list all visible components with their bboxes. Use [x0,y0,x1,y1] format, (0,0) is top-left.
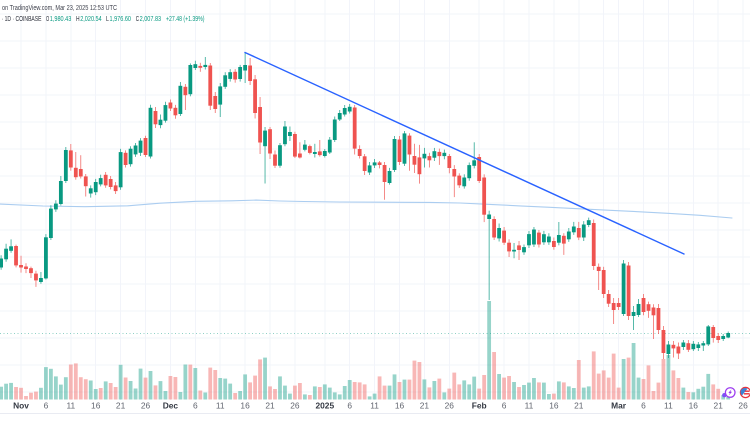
svg-text:H: H [76,14,80,23]
svg-text:Mar: Mar [611,401,627,411]
svg-text:16: 16 [395,401,405,411]
svg-text:11: 11 [66,401,75,411]
svg-text:16: 16 [240,401,250,411]
svg-text:Nov: Nov [13,401,29,411]
svg-text:2,020.54: 2,020.54 [80,14,102,23]
svg-text:L: L [106,14,109,23]
svg-text:1,980.43: 1,980.43 [50,14,72,23]
svg-text:1,976.60: 1,976.60 [110,14,132,23]
svg-text:26: 26 [738,401,748,411]
svg-text:21: 21 [265,401,275,411]
svg-text:16: 16 [689,401,699,411]
svg-text:6: 6 [193,401,198,411]
svg-text:Feb: Feb [472,401,487,411]
svg-text:26: 26 [290,401,300,411]
svg-text:21: 21 [574,401,584,411]
svg-text:26: 26 [445,401,455,411]
svg-text:11: 11 [370,401,379,411]
svg-text:6: 6 [502,401,507,411]
svg-text:on TradingView.com, Mar 23, 20: on TradingView.com, Mar 23, 2025 12:53 U… [2,3,117,12]
svg-text:16: 16 [549,401,559,411]
svg-text:6: 6 [44,401,49,411]
svg-text:26: 26 [141,401,151,411]
svg-text:+27.48 (+1.39%): +27.48 (+1.39%) [166,14,205,23]
svg-text:6: 6 [347,401,352,411]
svg-text:2,007.83: 2,007.83 [140,14,162,23]
svg-text:Dec: Dec [163,401,179,411]
svg-text:21: 21 [714,401,724,411]
svg-text:16: 16 [91,401,101,411]
svg-text:21: 21 [116,401,126,411]
svg-text:11: 11 [664,401,673,411]
svg-text:11: 11 [216,401,225,411]
svg-text:· 1D · COINBASE: · 1D · COINBASE [2,14,42,23]
svg-text:11: 11 [525,401,534,411]
svg-text:C: C [136,14,140,23]
svg-text:O: O [46,14,49,23]
svg-text:6: 6 [641,401,646,411]
svg-text:21: 21 [420,401,430,411]
svg-text:2025: 2025 [315,401,334,411]
